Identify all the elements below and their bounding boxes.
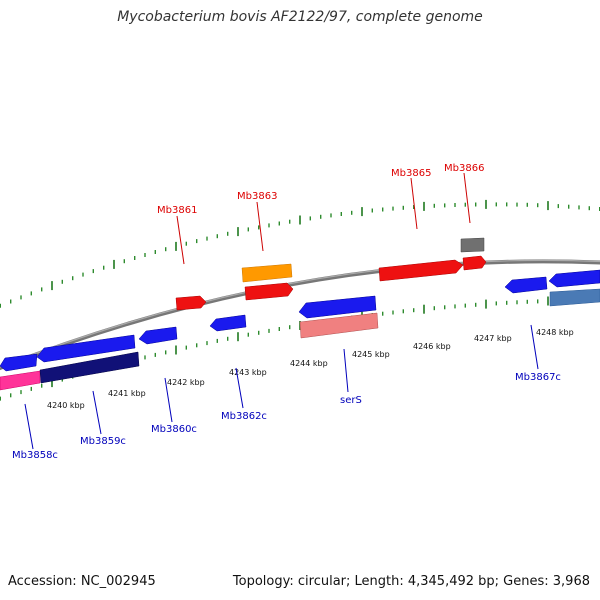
gene-label-mb3861[interactable]: Mb3861 [157,205,197,216]
gene-steel-block[interactable] [549,288,600,307]
forward-gene-track [175,237,487,311]
gene-mb3861-arrow[interactable] [175,295,207,311]
gene-mb3867c-arrow[interactable] [504,276,548,294]
accession-text: Accession: NC_002945 [8,574,156,589]
gene-label-mb3865[interactable]: Mb3865 [391,168,431,179]
outer-tick-track [0,199,600,308]
topology-text: Topology: circular; Length: 4,345,492 bp… [232,574,590,589]
kbp-label: 4242 kbp [167,378,205,387]
gene-mb3862c-arrow[interactable] [209,314,247,332]
gene-label-mb3863[interactable]: Mb3863 [237,191,277,202]
gene-mb3858c-arrow[interactable] [0,370,41,391]
kbp-label: 4244 kbp [290,359,328,368]
gene-mb3865-arrow[interactable] [378,259,464,282]
gene-label-mb3867c[interactable]: Mb3867c [515,372,561,383]
reverse-gene-labels: Mb3858c Mb3859c Mb3860c Mb3862c serS Mb3… [12,324,561,461]
gene-label-mb3860c[interactable]: Mb3860c [151,424,197,435]
map-title: Mycobacterium bovis AF2122/97, complete … [117,9,483,25]
gene-blue-a[interactable] [0,353,38,372]
kbp-label: 4245 kbp [352,350,390,359]
gene-mb3860c-arrow[interactable] [138,326,178,345]
kbp-scale: 4240 kbp 4241 kbp 4242 kbp 4243 kbp 4244… [47,328,574,410]
reverse-gene-track [0,269,600,391]
forward-gene-labels: Mb3861 Mb3863 Mb3865 Mb3866 [157,163,484,265]
gene-sers-arrow[interactable] [298,295,377,319]
gene-label-mb3859c[interactable]: Mb3859c [80,436,126,447]
kbp-label: 4241 kbp [108,389,146,398]
kbp-label: 4243 kbp [229,368,267,377]
gene-blue-b[interactable] [548,269,600,288]
gene-dark-block[interactable] [39,351,140,384]
gene-label-mb3866[interactable]: Mb3866 [444,163,484,174]
kbp-label: 4247 kbp [474,334,512,343]
kbp-label: 4248 kbp [536,328,574,337]
gene-mb3866-arrow[interactable] [462,255,487,271]
gene-label-mb3858c[interactable]: Mb3858c [12,450,58,461]
gene-sers-rrna[interactable] [299,312,379,339]
kbp-label: 4246 kbp [413,342,451,351]
genome-backbone [0,259,600,371]
gene-mb3863-arrow[interactable] [244,282,294,301]
gene-label-sers[interactable]: serS [340,395,362,406]
gene-label-mb3862c[interactable]: Mb3862c [221,411,267,422]
gene-orange-arrow[interactable] [241,263,293,283]
gene-mb3859c-arrow[interactable] [36,334,136,363]
kbp-label: 4240 kbp [47,401,85,410]
gene-grey-block[interactable] [460,237,485,253]
